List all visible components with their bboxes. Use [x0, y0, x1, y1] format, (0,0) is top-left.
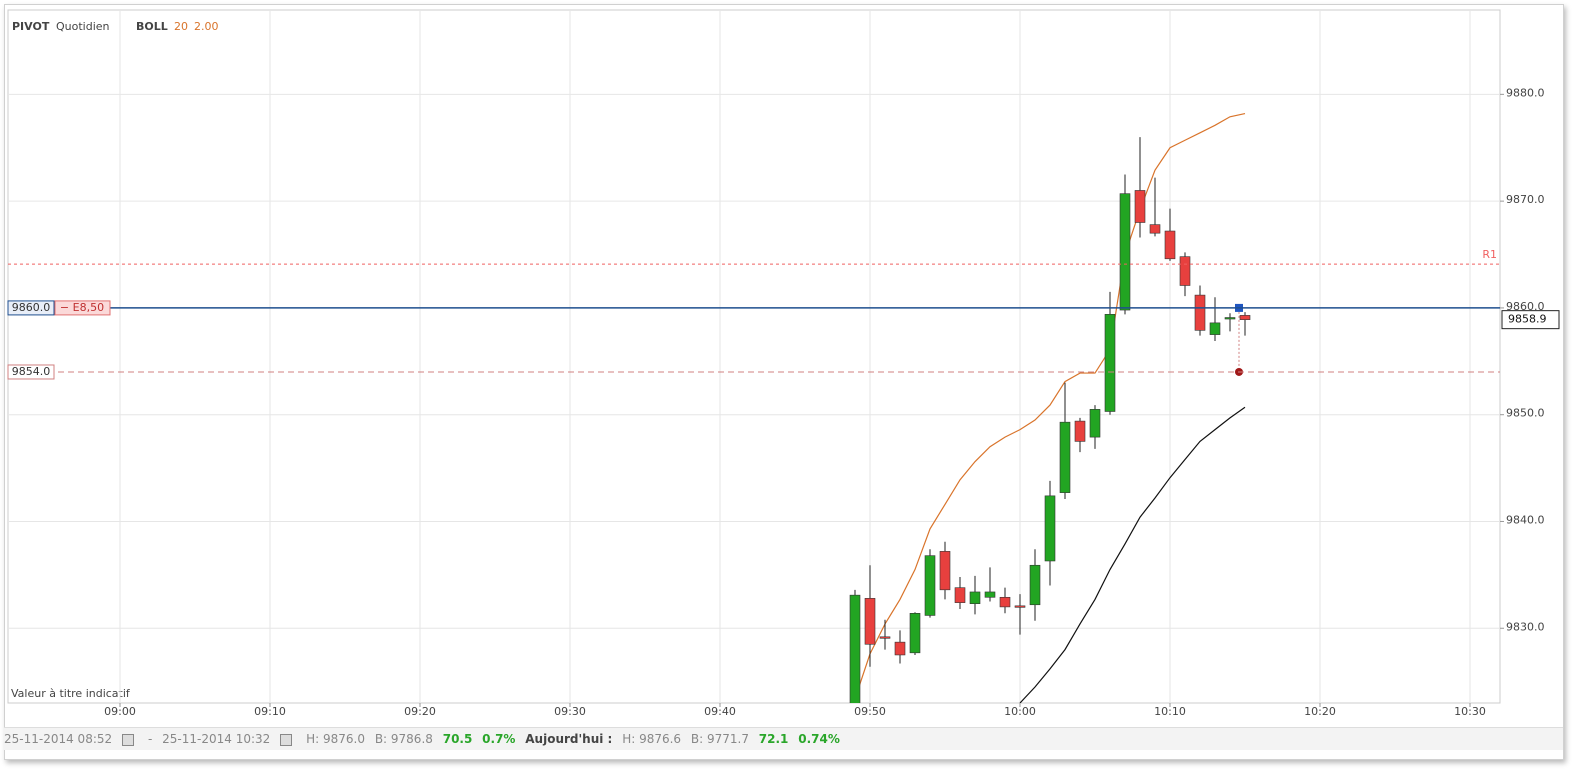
candle-body: [1014, 605, 1026, 608]
x-tick-label: 10:10: [1154, 705, 1186, 718]
footer: 25-11-2014 08:52 - 25-11-2014 10:32 H: 9…: [4, 727, 1563, 750]
level-tag: − E8,50: [60, 301, 104, 314]
change: 70.5: [442, 732, 473, 746]
high: H: 9876.0: [306, 732, 365, 746]
candle-body: [984, 591, 996, 598]
level-label: R1: [1482, 248, 1497, 261]
candle-body: [849, 594, 861, 703]
candle-body: [1029, 564, 1041, 606]
candle-body: [1179, 256, 1191, 286]
indicator-name: PIVOT: [12, 20, 50, 33]
today-high: H: 9876.6: [622, 732, 682, 746]
x-tick-label: 09:30: [554, 705, 586, 718]
x-tick-label: 09:20: [404, 705, 436, 718]
candle-body: [1239, 315, 1251, 320]
boll-name: BOLL: [136, 20, 168, 33]
candle-body: [1194, 294, 1206, 331]
today-change: 72.1: [758, 732, 789, 746]
change-pct: 0.7%: [482, 732, 516, 746]
y-tick-label: 9880.0: [1506, 86, 1545, 99]
candle-body: [1119, 193, 1131, 311]
today-low: B: 9771.7: [690, 732, 749, 746]
x-tick-label: 09:00: [104, 705, 136, 718]
candle-body: [954, 587, 966, 603]
candle-body: [1224, 317, 1236, 320]
candle-body: [969, 591, 981, 604]
indicator-period: Quotidien: [56, 20, 110, 33]
y-tick-label: 9840.0: [1506, 513, 1545, 526]
candle-body: [939, 551, 951, 591]
candle-body: [1149, 224, 1161, 234]
range-end: 25-11-2014 10:32: [162, 732, 271, 746]
level-box: [7, 300, 55, 316]
x-tick-label: 10:00: [1004, 705, 1036, 718]
candle-body: [999, 596, 1011, 608]
candle-body: [909, 613, 921, 654]
level-label: 9854.0: [12, 365, 51, 378]
calendar-icon[interactable]: [280, 733, 293, 746]
x-tick-label: 09:50: [854, 705, 886, 718]
x-tick-label: 09:40: [704, 705, 736, 718]
x-tick-label: 09:10: [254, 705, 286, 718]
today-change-pct: 0.74%: [798, 732, 840, 746]
bollinger-line: [1019, 406, 1246, 703]
y-tick-label: 9830.0: [1506, 620, 1545, 633]
candle-body: [1074, 420, 1086, 442]
y-tick-label: 9850.0: [1506, 407, 1545, 420]
candle-body: [924, 555, 936, 616]
y-tick-label: 9870.0: [1506, 193, 1545, 206]
boll-period: 20: [174, 20, 188, 33]
y-tick-label: 9860.0: [1506, 300, 1545, 313]
bollinger-line: [854, 112, 1246, 699]
x-tick-label: 10:30: [1454, 705, 1486, 718]
candle-body: [1164, 230, 1176, 260]
range-sep: -: [147, 732, 153, 746]
level-label: 9860.0: [12, 301, 51, 314]
level-box: [7, 364, 55, 380]
candle-body: [1209, 322, 1221, 335]
disclaimer: Valeur à titre indicatif: [11, 687, 131, 700]
low: B: 9786.8: [374, 732, 433, 746]
candle-body: [1134, 190, 1146, 223]
candle-body: [1059, 421, 1071, 493]
candle-body: [1104, 314, 1116, 412]
last-price-box: [1501, 310, 1560, 330]
candle-body: [879, 636, 891, 639]
last-price: 9858.9: [1508, 313, 1547, 326]
candle-body: [1044, 495, 1056, 562]
x-tick-label: 10:20: [1304, 705, 1336, 718]
calendar-icon[interactable]: [122, 733, 135, 746]
level-tag-box: [54, 300, 111, 316]
candle-body: [1089, 409, 1101, 438]
plot-area: [7, 9, 1501, 704]
candle-body: [864, 598, 876, 645]
candle-body: [894, 641, 906, 656]
boll-dev: 2.00: [194, 20, 219, 33]
range-start: 25-11-2014 08:52: [4, 732, 113, 746]
today-label: Aujourd'hui :: [525, 732, 613, 746]
